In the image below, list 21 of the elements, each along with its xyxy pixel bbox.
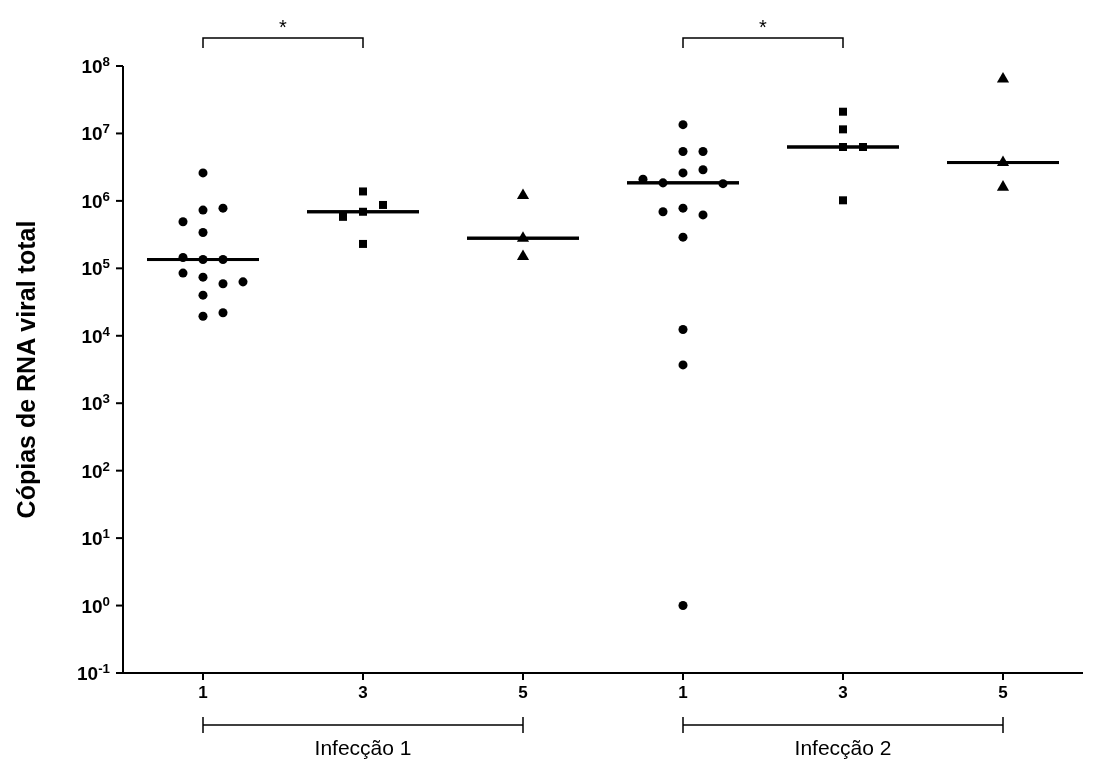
y-tick-label: 10$^{-1}$ (77, 660, 111, 684)
y-tick-label: 10$^{3}$ (81, 390, 110, 415)
x-tick-label: 1 (678, 683, 688, 702)
y-tick-label: 10$^{1}$ (81, 525, 111, 550)
y-tick-label: 10$^{7}$ (81, 120, 110, 145)
x-axis-title: Infecção 1 (314, 736, 412, 759)
x-tick-label: 5 (518, 683, 528, 702)
y-tick-label: 10$^{6}$ (81, 188, 110, 212)
text: * (759, 16, 768, 38)
y-tick-label: 10$^{5}$ (81, 255, 111, 280)
x-tick-label: 3 (838, 683, 848, 702)
y-tick-label: 10$^{2}$ (81, 458, 110, 482)
y-tick-label: 10$^{0}$ (81, 593, 110, 617)
y-tick-label: 10$^{8}$ (81, 53, 110, 77)
x-tick-label: 1 (198, 683, 208, 702)
x-tick-label: 5 (998, 683, 1008, 702)
y-axis-title: Cópias de RNA viral total (11, 220, 40, 519)
text: * (279, 16, 288, 38)
x-axis-title: Infecção 2 (794, 736, 892, 759)
y-tick-label: 10$^{4}$ (81, 323, 111, 347)
x-tick-label: 3 (358, 683, 368, 702)
